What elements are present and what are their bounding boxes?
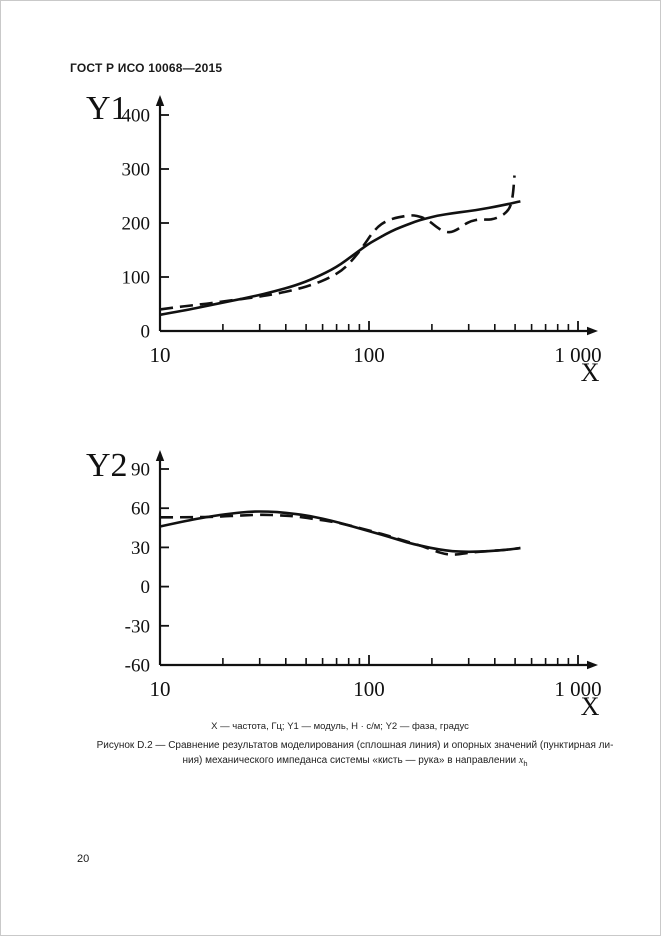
figure-legend: X — частота, Гц; Y1 — модуль, Н · с/м; Y… (211, 721, 469, 732)
y-axis-arrow (155, 450, 165, 461)
y-tick-label: -30 (125, 616, 150, 637)
x-tick-label: 100 (353, 343, 385, 367)
y-axis-title: Y1 (86, 90, 128, 127)
direction-symbol-base: x (518, 754, 524, 766)
x-tick-label: 100 (353, 677, 385, 701)
y-axis-arrow (155, 95, 165, 106)
y-tick-label: 60 (131, 499, 150, 520)
x-tick-label: 1 000 (554, 677, 601, 701)
series-dashed-path (159, 513, 521, 556)
y-axis-title: Y2 (86, 447, 128, 484)
y-tick-label: 400 (122, 106, 151, 127)
x-tick-label: 10 (150, 343, 171, 367)
x-axis-title: X (581, 692, 600, 721)
y-tick-label: 100 (122, 268, 151, 289)
series-dashed-path (159, 175, 516, 311)
figure-caption: Рисунок D.2 — Сравнение результатов моде… (50, 739, 660, 771)
figure-caption-line-1: Рисунок D.2 — Сравнение результатов моде… (96, 740, 614, 751)
y-tick-label: 300 (122, 160, 151, 181)
y-tick-label: 200 (122, 214, 151, 235)
chart-y2-phase: 10 100 1 000 90 60 30 0 -30 -60 Y2 X (86, 447, 602, 721)
series-solid-path (159, 510, 521, 554)
y-tick-label: 0 (141, 322, 151, 343)
x-axis-arrow (587, 326, 598, 336)
y-tick-label: 0 (141, 577, 151, 598)
direction-symbol-subscript: h (523, 758, 528, 768)
document-header-title: ГОСТ Р ИСО 10068—2015 (70, 61, 223, 75)
figure-caption-line-2: ния) механического импеданса системы «ки… (50, 754, 660, 772)
direction-symbol: xh (518, 754, 528, 768)
y-tick-label: -60 (125, 656, 150, 677)
x-tick-label: 10 (150, 677, 171, 701)
x-axis-title: X (581, 358, 600, 387)
x-axis-arrow (587, 660, 598, 670)
figure-caption-line-2-text: ния) механического импеданса системы «ки… (182, 754, 519, 766)
series-solid-path (159, 200, 521, 317)
page-number: 20 (77, 853, 90, 865)
y-tick-label: 90 (131, 460, 150, 481)
x-tick-label: 1 000 (554, 343, 601, 367)
y-tick-label: 30 (131, 538, 150, 559)
